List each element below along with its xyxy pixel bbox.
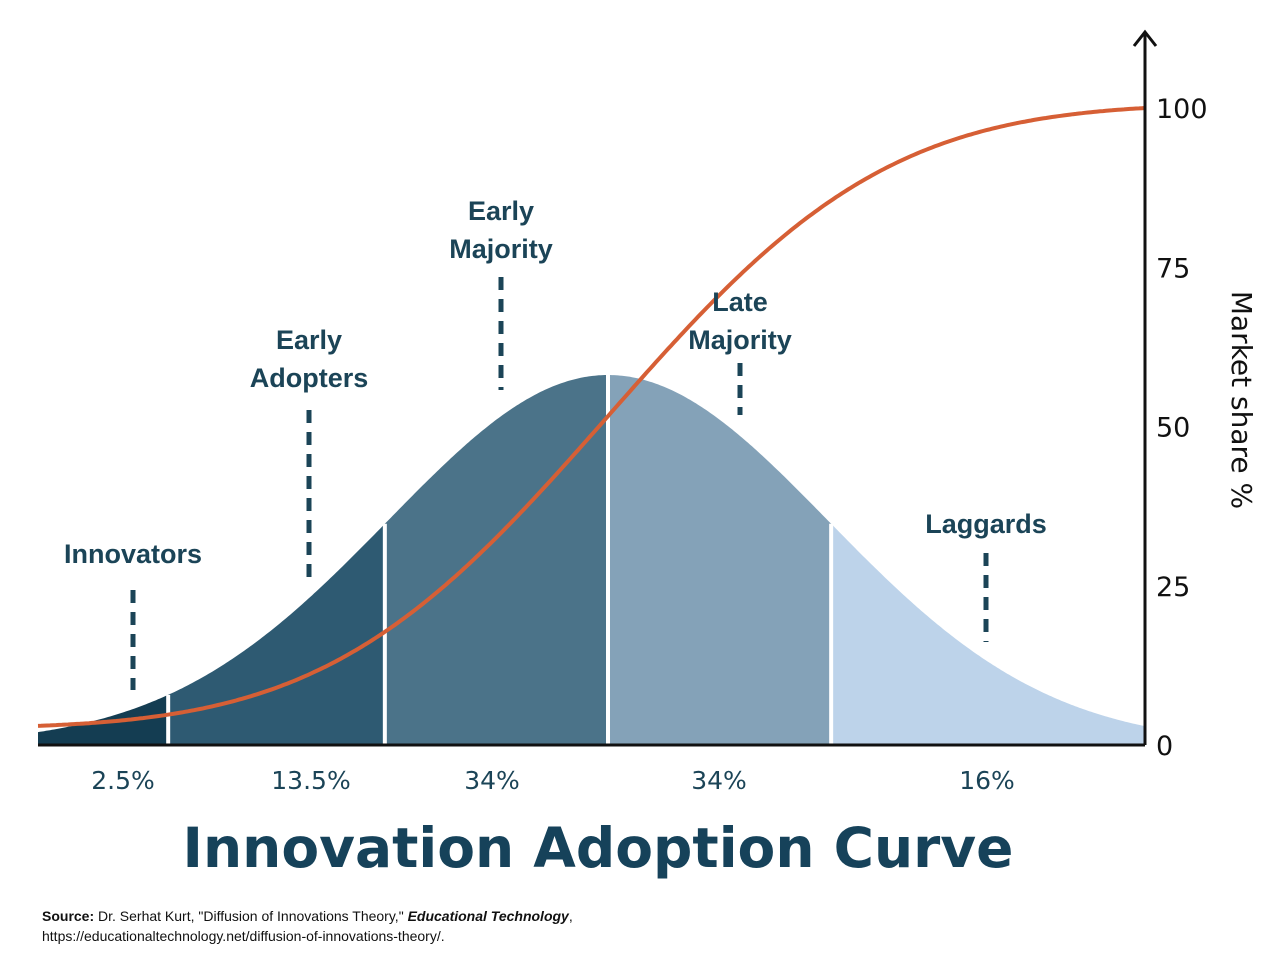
segment-innovators bbox=[38, 694, 169, 745]
chart-title: Innovation Adoption Curve bbox=[183, 816, 1014, 880]
adoption-chart: 0 25 50 75 100 Market share % Innovators Earl… bbox=[37, 29, 1258, 880]
bell-curve bbox=[38, 375, 1145, 745]
source-label: Source: bbox=[42, 908, 95, 924]
segment-dividers bbox=[166, 375, 834, 745]
segment-label-early-majority: Early bbox=[468, 196, 534, 226]
label-leaders bbox=[130, 277, 989, 690]
segment-label-innovators: Innovators bbox=[64, 539, 202, 569]
source-url: https://educationaltechnology.net/diffus… bbox=[42, 928, 445, 944]
segment-labels: Innovators Early Adopters Early Majority Late… bbox=[64, 196, 1047, 569]
source-publication: Educational Technology bbox=[407, 908, 569, 924]
y-axis-title: Market share % bbox=[1225, 291, 1258, 509]
y-axis-arrow-icon bbox=[1132, 29, 1158, 47]
segment-label-late-majority: Majority bbox=[688, 325, 792, 355]
segment-label-late-majority: Late bbox=[712, 287, 768, 317]
y-tick-label: 75 bbox=[1156, 253, 1190, 284]
segment-label-laggards: Laggards bbox=[925, 509, 1047, 539]
segment-percentages: 2.5% 13.5% 34% 34% 16% bbox=[91, 766, 1015, 795]
segment-share-late-majority: 34% bbox=[691, 766, 747, 795]
source-author: Dr. Serhat Kurt, "Diffusion of Innovatio… bbox=[98, 908, 404, 924]
segment-early-adopters bbox=[168, 523, 385, 745]
source-citation: Source: Dr. Serhat Kurt, "Diffusion of I… bbox=[42, 908, 573, 944]
y-tick-label: 25 bbox=[1156, 572, 1190, 603]
cumulative-adoption-curve bbox=[37, 106, 1146, 728]
segment-share-innovators: 2.5% bbox=[91, 766, 155, 795]
segment-share-early-majority: 34% bbox=[464, 766, 520, 795]
y-tick-label: 100 bbox=[1156, 94, 1208, 125]
segment-share-early-adopters: 13.5% bbox=[271, 766, 350, 795]
segment-laggards bbox=[831, 523, 1145, 745]
segment-label-early-majority: Majority bbox=[449, 234, 553, 264]
segment-early-majority bbox=[384, 375, 608, 745]
segment-label-early-adopters: Early bbox=[276, 325, 342, 355]
y-axis-ticks: 0 25 50 75 100 bbox=[1156, 94, 1208, 762]
y-tick-label: 50 bbox=[1156, 413, 1190, 444]
segment-share-laggards: 16% bbox=[959, 766, 1015, 795]
segment-label-early-adopters: Adopters bbox=[250, 363, 369, 393]
segment-late-majority bbox=[608, 375, 832, 745]
y-tick-label: 0 bbox=[1156, 731, 1173, 762]
